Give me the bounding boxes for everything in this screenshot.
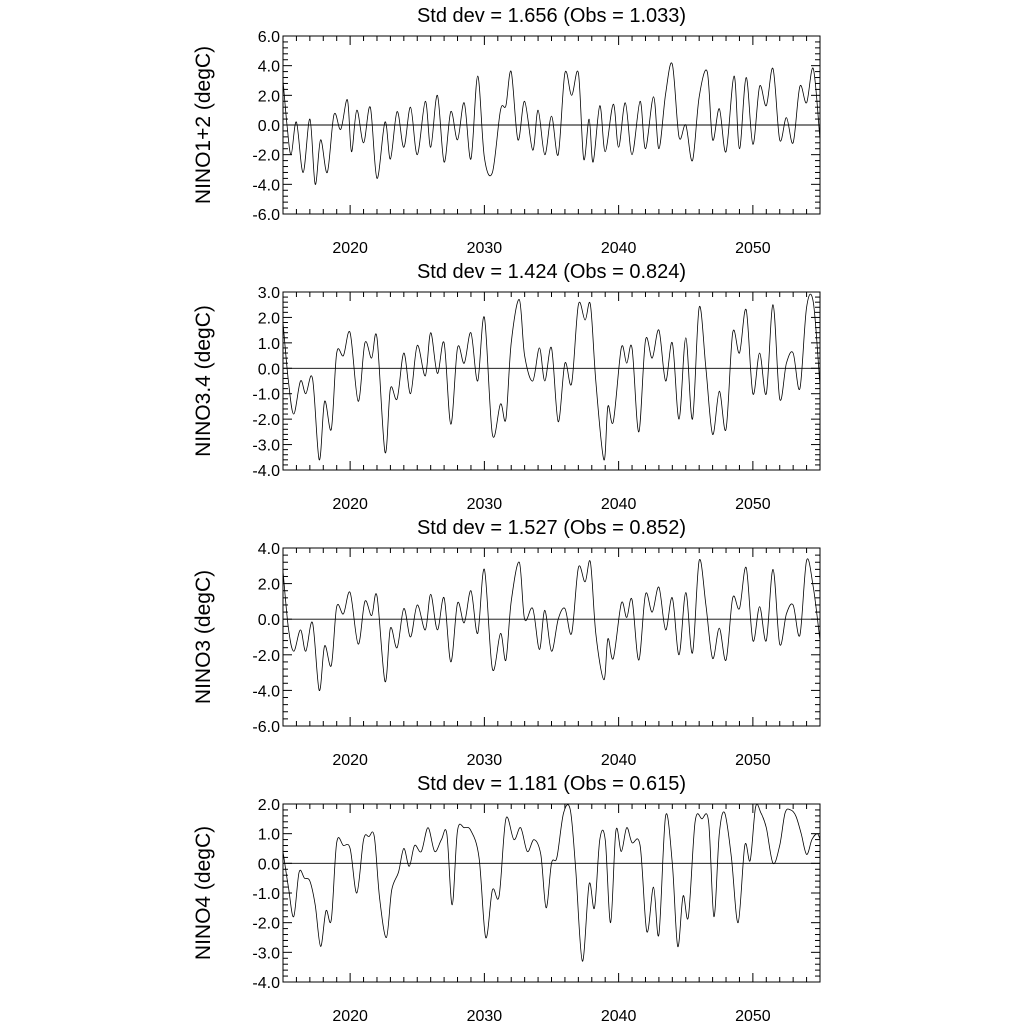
y-tick-label: -3.0: [252, 438, 280, 455]
y-tick-label: -2.0: [252, 648, 280, 665]
x-tick-label: 2050: [735, 752, 771, 769]
plot-frame: [282, 547, 821, 727]
x-tick-label: 2050: [735, 240, 771, 257]
x-tick-label: 2020: [332, 240, 368, 257]
x-tick-label: 2040: [601, 496, 637, 513]
y-tick-label: -6.0: [252, 719, 280, 736]
series-line: [282, 558, 821, 691]
panel-4: Std dev = 1.181 (Obs = 0.615) NINO4 (degC…: [192, 773, 821, 1024]
y-tick-label: 0.0: [258, 118, 280, 135]
x-tick-label: 2040: [601, 240, 637, 257]
y-tick-label: 1.0: [258, 336, 280, 353]
y-tick-label: 2.0: [258, 88, 280, 105]
y-tick-label: -4.0: [252, 177, 280, 194]
x-tick-label: 2050: [735, 1008, 771, 1024]
y-axis-label: NINO4 (degC): [192, 826, 215, 960]
panel-1: Std dev = 1.656 (Obs = 1.033) NINO1+2 (de…: [192, 5, 821, 257]
plot-frame: [282, 803, 821, 983]
y-axis-label: NINO3 (degC): [192, 570, 215, 704]
x-tick-label: 2020: [332, 752, 368, 769]
y-tick-label: -1.0: [252, 387, 280, 404]
y-tick-label: -2.0: [252, 148, 280, 165]
y-tick-label: -6.0: [252, 207, 280, 224]
y-tick-label: -3.0: [252, 945, 280, 962]
y-tick-label: -2.0: [252, 916, 280, 933]
plot-frame: [282, 291, 821, 471]
y-tick-label: 0.0: [258, 612, 280, 629]
y-tick-label: 2.0: [258, 797, 280, 814]
panel-title: Std dev = 1.424 (Obs = 0.824): [417, 261, 686, 283]
x-tick-label: 2020: [332, 1008, 368, 1024]
y-tick-label: -2.0: [252, 412, 280, 429]
series-line: [282, 293, 821, 461]
y-tick-label: 2.0: [258, 577, 280, 594]
x-tick-label: 2020: [332, 496, 368, 513]
y-tick-label: -4.0: [252, 463, 280, 480]
y-tick-label: 3.0: [258, 285, 280, 302]
x-tick-label: 2040: [601, 752, 637, 769]
x-tick-label: 2030: [467, 496, 503, 513]
y-tick-label: 4.0: [258, 541, 280, 558]
x-tick-label: 2030: [467, 1008, 503, 1024]
series-line: [282, 803, 821, 962]
x-tick-label: 2050: [735, 496, 771, 513]
y-tick-label: 0.0: [258, 361, 280, 378]
y-tick-label: -1.0: [252, 886, 280, 903]
y-tick-label: -4.0: [252, 683, 280, 700]
x-tick-label: 2040: [601, 1008, 637, 1024]
y-axis-label: NINO1+2 (degC): [192, 46, 215, 204]
x-tick-label: 2030: [467, 752, 503, 769]
y-tick-label: 0.0: [258, 856, 280, 873]
x-tick-label: 2030: [467, 240, 503, 257]
panel-title: Std dev = 1.181 (Obs = 0.615): [417, 773, 686, 795]
panel-title: Std dev = 1.527 (Obs = 0.852): [417, 517, 686, 539]
y-tick-label: 1.0: [258, 827, 280, 844]
y-tick-label: 2.0: [258, 310, 280, 327]
panel-2: Std dev = 1.424 (Obs = 0.824) NINO3.4 (de…: [192, 261, 821, 513]
panel-3: Std dev = 1.527 (Obs = 0.852) NINO3 (degC…: [192, 517, 821, 769]
y-axis-label: NINO3.4 (degC): [192, 305, 215, 457]
panel-title: Std dev = 1.656 (Obs = 1.033): [417, 5, 686, 27]
y-tick-label: 4.0: [258, 59, 280, 76]
y-tick-label: 6.0: [258, 29, 280, 46]
series-line: [282, 62, 821, 185]
y-tick-label: -4.0: [252, 975, 280, 992]
